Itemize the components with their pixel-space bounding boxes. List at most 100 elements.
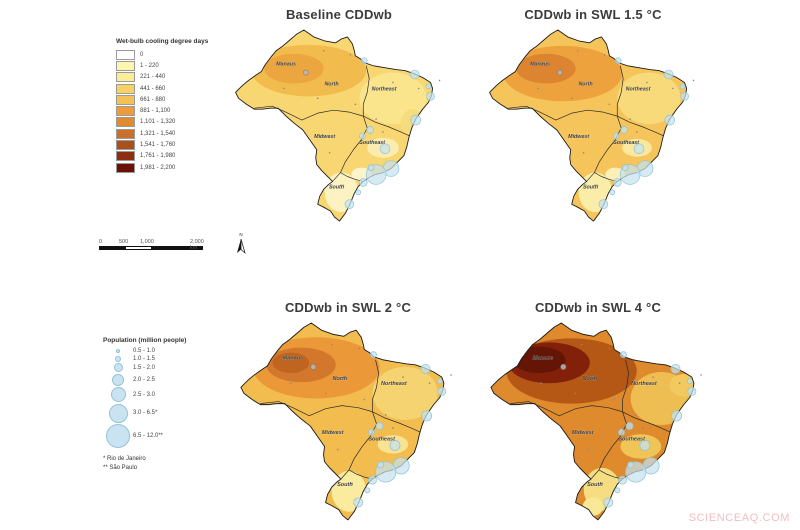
- population-circle: [353, 497, 364, 508]
- population-legend-row: 1.0 - 1.5: [103, 355, 238, 362]
- population-circle: [687, 386, 697, 396]
- cdd-legend-class-label: 1,541 - 1,760: [140, 142, 176, 149]
- cdd-shading-blob: [372, 366, 438, 420]
- map-label-manaus: Manaus: [276, 62, 296, 68]
- scale-tick: 2,000 km: [190, 239, 204, 251]
- north-arrow-icon: N: [233, 232, 249, 255]
- map-label-manaus: Manaus: [530, 62, 550, 68]
- population-circle: [679, 83, 685, 90]
- brazil-map-swl-4: Manaus North Northeast Midwest Southeast Sout…: [490, 322, 702, 521]
- cdd-legend-class-label: 1,761 - 1,980: [140, 153, 176, 160]
- population-circle: [344, 199, 354, 210]
- manaus-city-marker: [556, 69, 563, 76]
- cdd-legend-swatch: [116, 117, 135, 128]
- population-circle: [608, 189, 615, 196]
- capital-dot: [570, 97, 573, 100]
- map-label-midwest: Midwest: [572, 430, 595, 436]
- capital-dot: [635, 131, 638, 133]
- population-class-label: 1.0 - 1.5: [133, 355, 156, 362]
- population-circle: [620, 351, 627, 359]
- cdd-legend-swatch: [116, 162, 135, 173]
- population-circle-symbol: [112, 373, 124, 386]
- region-border: [362, 65, 370, 117]
- map-label-midwest: Midwest: [314, 134, 335, 140]
- region-border: [339, 116, 368, 173]
- cdd-legend-row: 1,101 - 1,320: [116, 117, 241, 128]
- capital-dot: [608, 347, 611, 350]
- population-circle: [368, 428, 375, 436]
- population-circle: [639, 439, 651, 451]
- capital-dot: [336, 448, 339, 451]
- population-circle: [633, 143, 644, 155]
- cdd-legend-class-label: 661 - 880: [140, 96, 166, 103]
- cdd-legend-swatch: [116, 60, 135, 71]
- population-circle: [627, 461, 635, 469]
- population-legend-rows: 0.5 - 1.0 1.0 - 1.5 1.5 - 2.0 2.0 - 2.5 2.5 …: [103, 348, 238, 448]
- population-circle-box: [103, 387, 133, 402]
- population-circle: [365, 126, 374, 134]
- region-border: [340, 469, 350, 480]
- cdd-legend-row: 221 - 440: [116, 72, 241, 83]
- capital-dot: [363, 398, 366, 401]
- population-circle: [354, 189, 361, 196]
- map-label-south: South: [337, 482, 353, 488]
- capital-dot: [428, 382, 431, 385]
- cdd-legend-row: 1,761 - 1,980: [116, 151, 241, 162]
- panel-title: Baseline CDDwb: [285, 7, 393, 22]
- scale-bar-segments: [99, 246, 203, 250]
- cdd-shading-blob: [263, 53, 324, 84]
- capital-dot: [582, 151, 584, 154]
- population-circle: [598, 199, 608, 210]
- region-border: [598, 469, 623, 480]
- panel-title: CDDwb in SWL 1.5 °C: [524, 7, 662, 22]
- capital-dot: [384, 414, 387, 416]
- region-border: [253, 105, 363, 121]
- population-circle: [612, 132, 620, 140]
- scale-tick: 0: [99, 239, 103, 245]
- cdd-legend-swatch: [116, 151, 135, 162]
- capital-dot: [536, 87, 539, 90]
- region-border: [372, 359, 379, 412]
- scale-bar: 0 500 1,000 2,000 km: [99, 239, 211, 251]
- population-class-label: 1.5 - 2.0: [133, 364, 156, 371]
- cdd-legend-class-label: 1 - 220: [140, 62, 159, 69]
- population-circle: [409, 69, 420, 80]
- capital-dot: [586, 448, 589, 451]
- brazil-outline: [240, 322, 445, 521]
- population-legend-footnotes: * Rio de Janeiro ** São Paulo: [103, 455, 238, 474]
- population-circle: [436, 378, 443, 385]
- map-label-southeast: Southeast: [359, 140, 385, 146]
- population-legend-row: 1.5 - 2.0: [103, 363, 238, 372]
- capital-dot: [354, 103, 356, 106]
- cdd-shading-blob: [272, 352, 310, 374]
- population-circle: [671, 410, 683, 422]
- cdd-legend-row: 1 - 220: [116, 60, 241, 71]
- cdd-shading-layer: [250, 44, 427, 213]
- capital-dot: [374, 118, 377, 120]
- manaus-city-marker: [560, 363, 567, 370]
- capital-dot: [580, 343, 583, 346]
- population-circle-symbol: [108, 403, 128, 423]
- population-circle: [625, 422, 634, 430]
- population-circle: [420, 363, 431, 374]
- population-circle: [421, 410, 433, 422]
- capital-dot: [282, 87, 285, 90]
- brazil-map-swl-2: Manaus North Northeast Midwest Southeast Sout…: [240, 322, 452, 521]
- map-label-midwest: Midwest: [568, 134, 589, 140]
- population-circle: [603, 497, 614, 508]
- capital-dot: [417, 87, 419, 90]
- capital-dot: [450, 374, 452, 376]
- region-border: [590, 469, 600, 480]
- population-circle-box: [103, 355, 133, 362]
- population-legend-row: 6.5 - 12.0**: [103, 424, 238, 448]
- cdd-legend-row: 1,321 - 1,540: [116, 128, 241, 139]
- map-panel-swl-4: CDDwb in SWL 4 °C Manaus North Northeast Mi…: [486, 300, 710, 525]
- capital-dot: [601, 482, 603, 484]
- region-border: [348, 469, 373, 480]
- population-circle: [409, 114, 421, 126]
- capital-dot: [358, 347, 361, 350]
- population-circle: [679, 92, 689, 101]
- map-label-north: North: [578, 81, 593, 87]
- cdd-shading-blob: [616, 72, 681, 125]
- cdd-legend-row: 1,981 - 2,200: [116, 162, 241, 173]
